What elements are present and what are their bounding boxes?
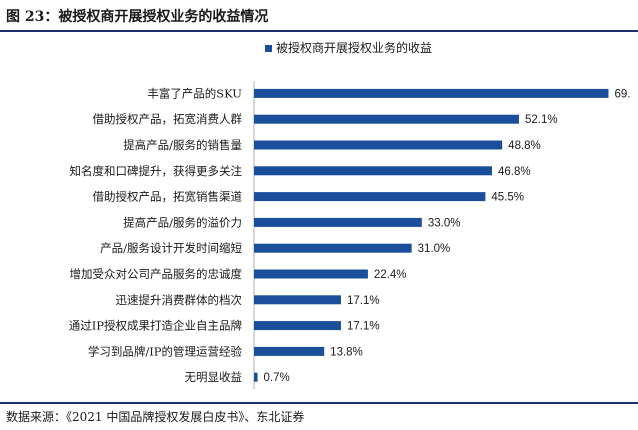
category-label: 丰富了产品的SKU: [147, 86, 242, 100]
category-label: 通过IP授权成果打造企业自主品牌: [69, 319, 242, 333]
value-label: 17.1%: [347, 295, 380, 307]
category-label: 知名度和口碑提升，获得更多关注: [70, 164, 243, 178]
bar: [254, 88, 609, 98]
value-label: 0.7%: [264, 372, 290, 384]
bar: [254, 140, 503, 150]
value-label: 13.8%: [330, 346, 363, 358]
source-note: 数据来源：《2021 中国品牌授权发展白皮书》、东北证券: [6, 410, 305, 424]
bar: [254, 217, 422, 227]
value-labels: 69. 52.1% 48.8% 46.8% 45.5% 33.0% 31.0% 22.4% 17…: [264, 88, 631, 384]
category-label: 提高产品/服务的溢价力: [123, 215, 242, 229]
category-label: 产品/服务设计开发时间缩短: [100, 241, 242, 255]
bar: [254, 166, 493, 176]
value-label: 22.4%: [374, 269, 407, 281]
value-label: 17.1%: [347, 321, 380, 333]
category-label: 学习到品牌/IP的管理运营经验: [88, 344, 243, 358]
bar: [254, 295, 341, 305]
bars: [254, 88, 609, 382]
value-label: 48.8%: [508, 140, 541, 152]
figure-title: 图 23：被授权商开展授权业务的收益情况: [6, 9, 269, 25]
bar: [254, 321, 341, 331]
category-label: 借助授权产品，拓宽消费人群: [93, 112, 243, 126]
value-label: 69.: [614, 88, 630, 100]
category-label: 无明显收益: [185, 370, 243, 384]
category-label: 增加受众对公司产品服务的忠诚度: [70, 267, 243, 281]
category-labels: 丰富了产品的SKU 借助授权产品，拓宽消费人群提高产品/服务的销售量知名度和口碑提…: [69, 86, 243, 384]
top-rule: [0, 30, 638, 32]
value-label: 46.8%: [498, 166, 531, 178]
bar: [254, 114, 519, 124]
bar: [254, 346, 325, 356]
value-label: 52.1%: [525, 114, 558, 126]
category-label: 借助授权产品，拓宽销售渠道: [93, 190, 243, 204]
value-label: 45.5%: [491, 192, 524, 204]
bar: [254, 269, 368, 279]
bottom-rule: [0, 402, 638, 404]
bar: [254, 243, 412, 253]
category-label: 迅速提升消费群体的档次: [116, 293, 243, 307]
bar: [254, 372, 258, 382]
value-label: 33.0%: [428, 217, 461, 229]
value-label: 31.0%: [418, 243, 451, 255]
category-label: 提高产品/服务的销售量: [123, 138, 242, 152]
bar: [254, 192, 486, 202]
chart-legend: 被授权商开展授权业务的收益: [265, 40, 432, 55]
legend-label: 被授权商开展授权业务的收益: [276, 40, 432, 55]
legend-swatch: [265, 45, 272, 52]
